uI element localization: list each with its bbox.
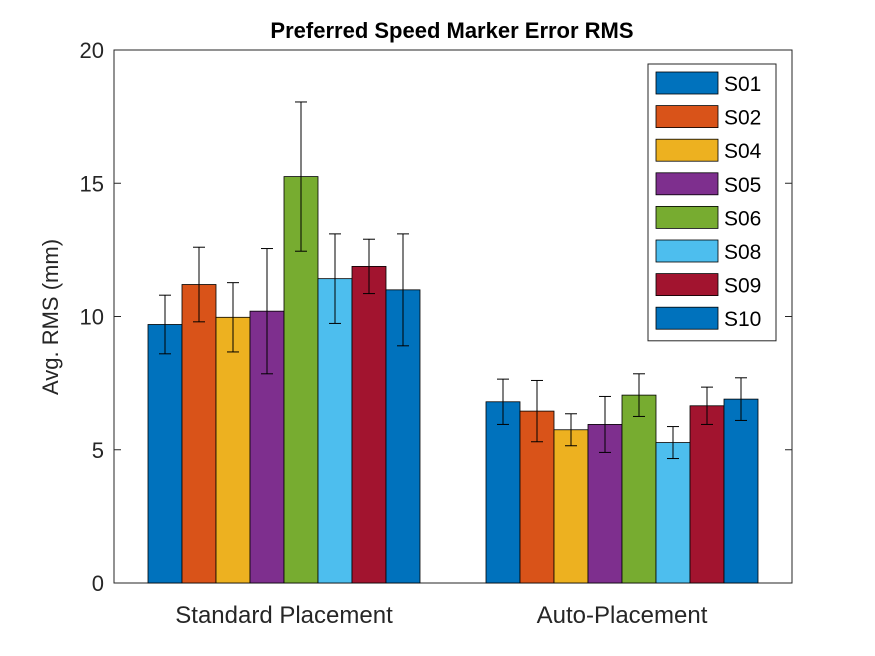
legend-label-s02: S02 (724, 107, 761, 130)
bar-s02 (181, 284, 217, 584)
bar-s09 (689, 405, 725, 584)
bar-s04 (553, 429, 589, 584)
legend-swatch-s09 (655, 273, 719, 297)
legend-label-s01: S01 (724, 73, 761, 96)
legend-swatch-s10 (655, 306, 719, 330)
bar-s08 (655, 442, 691, 584)
legend-label-s04: S04 (724, 140, 762, 163)
bar-s04 (215, 316, 251, 584)
legend: S01 S02 S04 S05 S06 S08 S09 S10 (647, 63, 777, 342)
legend-swatch-s02 (655, 105, 719, 128)
legend-label-s10: S10 (724, 308, 761, 331)
y-tick-label: 15 (80, 171, 104, 196)
legend-swatch-s01 (655, 71, 719, 95)
chart-title: Preferred Speed Marker Error RMS (270, 18, 633, 43)
legend-swatch-s05 (655, 172, 719, 196)
y-tick-label: 20 (80, 38, 104, 63)
legend-label-s05: S05 (724, 174, 761, 197)
bar-s01 (147, 324, 183, 584)
bar-s09 (351, 265, 387, 584)
y-axis-label: Avg. RMS (mm) (38, 239, 63, 395)
bar-s08 (317, 278, 353, 584)
legend-label-s08: S08 (724, 241, 761, 264)
y-tick-label: 0 (92, 571, 104, 596)
legend-label-s09: S09 (724, 275, 761, 298)
bar-s06 (621, 394, 657, 584)
y-tick-label: 10 (80, 305, 104, 330)
legend-label-s06: S06 (724, 207, 761, 230)
y-tick-label: 5 (92, 438, 104, 463)
legend-swatch-s08 (655, 239, 719, 263)
x-tick-label: Standard Placement (175, 602, 393, 629)
x-tick-label: Auto-Placement (537, 602, 708, 629)
legend-swatch-s04 (655, 138, 719, 162)
legend-swatch-s06 (655, 205, 719, 229)
bar-s10 (723, 398, 759, 584)
bar-s01 (485, 401, 521, 584)
